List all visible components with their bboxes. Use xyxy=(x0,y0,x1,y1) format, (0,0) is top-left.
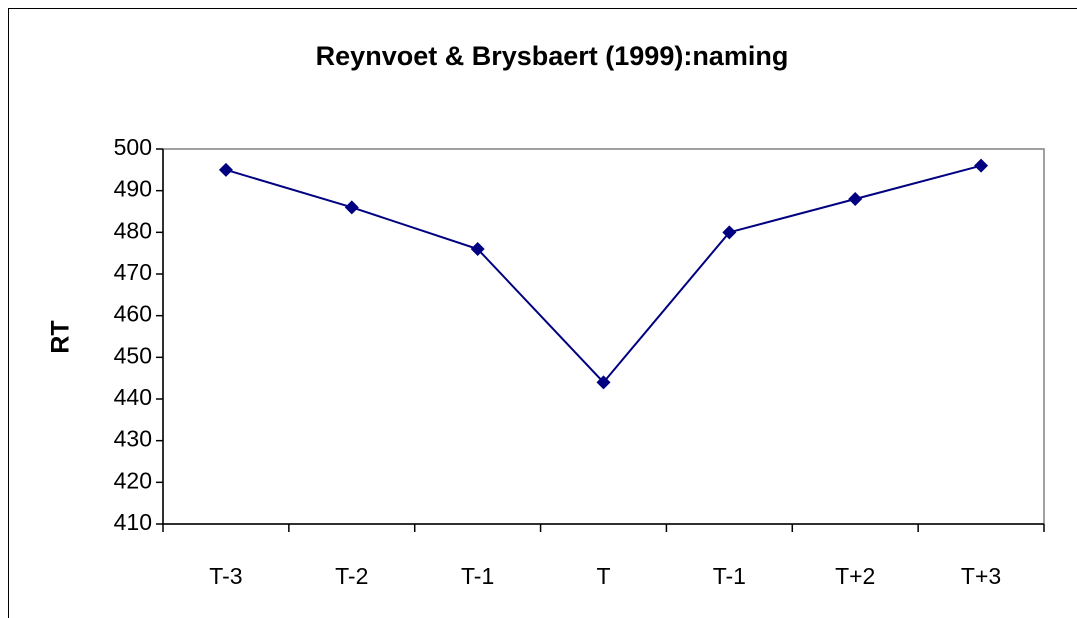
x-tick-label: T xyxy=(596,563,610,589)
data-marker xyxy=(470,242,485,256)
y-tick-label: 440 xyxy=(114,384,152,410)
y-tick-label: 420 xyxy=(114,467,152,493)
x-tick-label: T+2 xyxy=(835,563,875,589)
x-tick-label: T-1 xyxy=(713,563,746,589)
y-tick-label: 480 xyxy=(114,217,152,243)
data-marker xyxy=(344,200,359,215)
y-tick-label: 470 xyxy=(114,259,152,285)
y-tick-label: 500 xyxy=(114,134,152,160)
y-tick-label: 430 xyxy=(114,426,152,452)
y-tick-label: 460 xyxy=(114,301,152,327)
x-tick-label: T-3 xyxy=(209,563,242,589)
x-tick-label: T-2 xyxy=(335,563,368,589)
y-tick-label: 450 xyxy=(114,342,152,368)
data-marker xyxy=(722,225,737,240)
chart-title: Reynvoet & Brysbaert (1999):naming xyxy=(316,41,789,71)
y-tick-label: 410 xyxy=(114,509,152,535)
y-tick-label: 490 xyxy=(114,176,152,202)
data-marker xyxy=(848,192,863,206)
data-marker xyxy=(974,158,989,173)
data-marker xyxy=(596,375,611,390)
data-marker xyxy=(218,162,233,177)
x-tick-label: T-1 xyxy=(461,563,494,589)
plot-area xyxy=(162,148,1045,525)
x-tick-label: T+3 xyxy=(961,563,1001,589)
y-axis-label: RT xyxy=(47,320,75,353)
